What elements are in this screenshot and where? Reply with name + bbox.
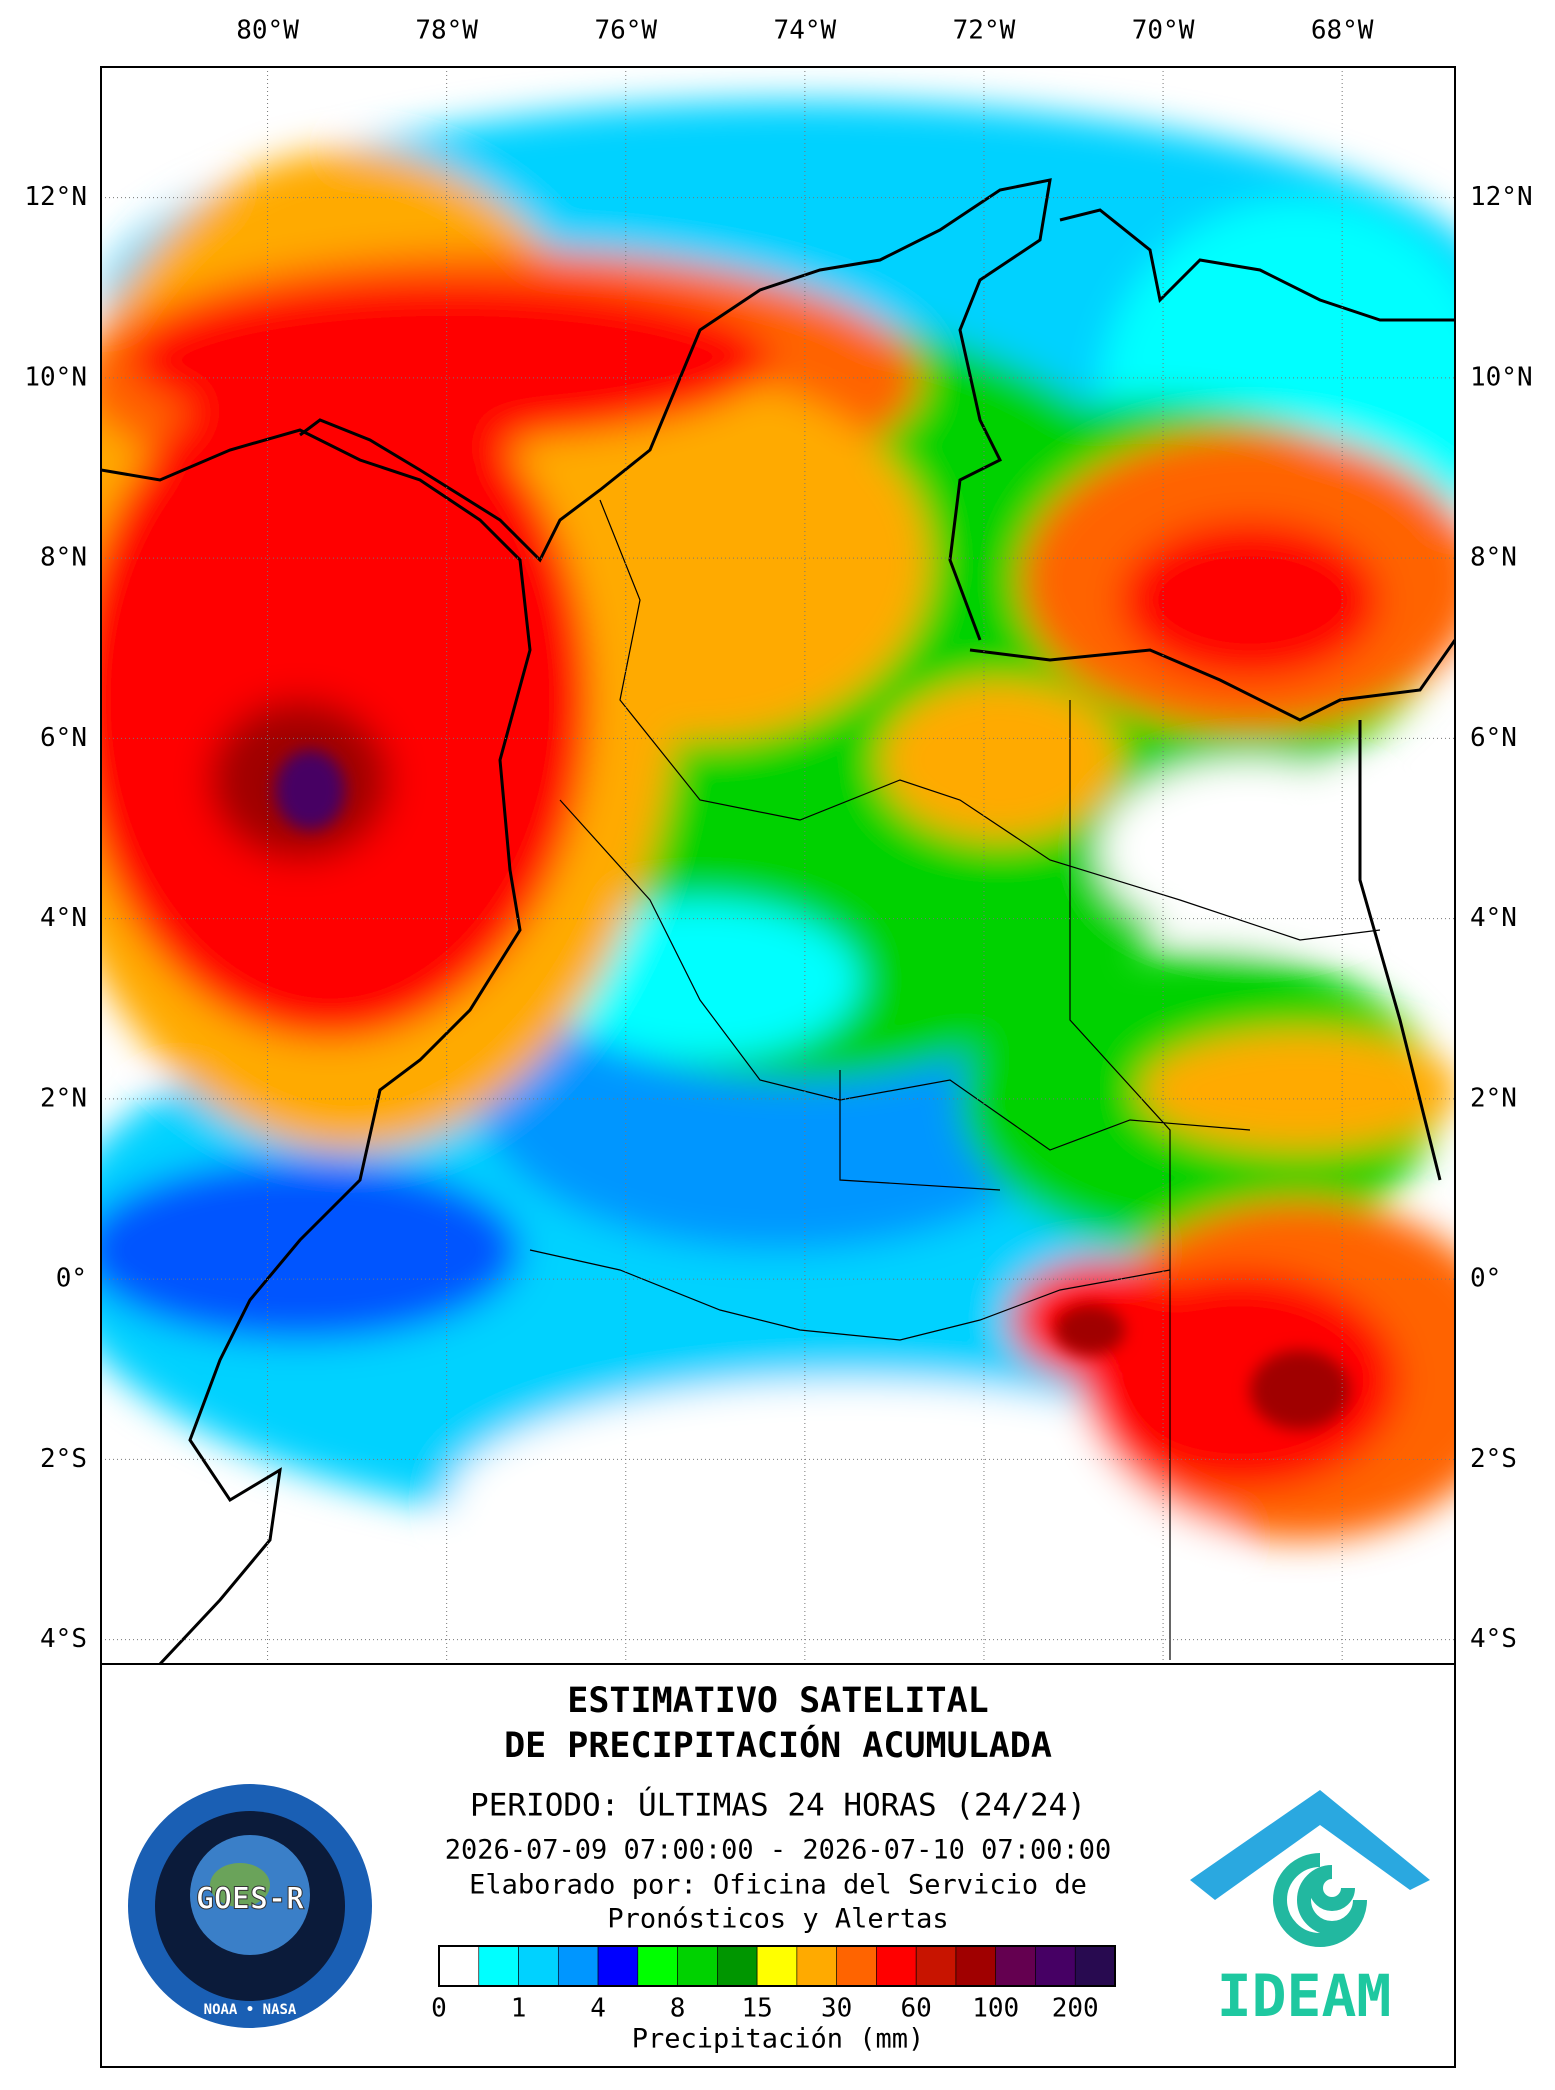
legend-swatch [478, 1945, 519, 1987]
legend-swatch [756, 1945, 798, 1987]
legend-swatch [438, 1945, 480, 1987]
legend-swatch [995, 1945, 1036, 1987]
axis-labels: 80°W 78°W 76°W 74°W 72°W 70°W 68°W 12°N 12°N 10°N… [24, 16, 1532, 1655]
legend-label: 1 [511, 1994, 527, 2024]
lat-tick-label: 0° [56, 1264, 87, 1294]
borders [529, 499, 1381, 1660]
legend-swatch [1035, 1945, 1076, 1987]
legend-swatch [717, 1945, 758, 1987]
legend-label: 8 [670, 1994, 686, 2024]
lat-tick-label: 10°N [24, 362, 87, 392]
lat-tick-label: 10°N [1470, 362, 1533, 392]
legend-swatch [677, 1945, 718, 1987]
legend-swatch [637, 1945, 678, 1987]
goes-agencies: NOAA • NASA [204, 2002, 297, 2018]
lat-tick-label: 2°S [1470, 1444, 1517, 1474]
goes-text: GOES-R [196, 1882, 305, 1917]
legend-swatch [1074, 1945, 1116, 1987]
legend-label: 30 [821, 1994, 852, 2024]
legend-swatch [557, 1945, 599, 1987]
legend-swatch [876, 1945, 917, 1987]
legend-swatch [915, 1945, 957, 1987]
ideam-text: IDEAM [1217, 1962, 1392, 2030]
lat-tick-label: 4°S [40, 1624, 87, 1654]
lon-tick-label: 76°W [594, 16, 657, 46]
lat-tick-label: 2°S [40, 1444, 87, 1474]
lat-tick-label: 8°N [1470, 543, 1517, 573]
lat-tick-label: 12°N [24, 182, 87, 212]
legend-swatch [836, 1945, 877, 1987]
dates: 2026-07-09 07:00:00 - 2026-07-10 07:00:0… [445, 1835, 1111, 1866]
legend-label: 100 [972, 1994, 1019, 2024]
lat-tick-label: 2°N [1470, 1083, 1517, 1113]
legend-label: 15 [741, 1994, 772, 2024]
lon-tick-label: 74°W [774, 16, 837, 46]
lat-tick-label: 2°N [40, 1083, 87, 1113]
legend-swatch [796, 1945, 837, 1987]
lat-tick-label: 6°N [1470, 723, 1517, 753]
lat-tick-label: 4°N [1470, 903, 1517, 933]
lon-tick-label: 78°W [415, 16, 478, 46]
precipitation-field [101, 67, 1455, 1664]
lon-tick-label: 68°W [1311, 16, 1374, 46]
goes-logo: GOES-R NOAA • NASA [128, 1784, 372, 2028]
lat-tick-label: 4°N [40, 903, 87, 933]
lat-tick-label: 4°S [1470, 1624, 1517, 1654]
credit: Pronósticos y Alertas [607, 1904, 948, 1935]
lon-tick-label: 80°W [236, 16, 299, 46]
lat-tick-label: 6°N [40, 723, 87, 753]
coastlines [101, 178, 1455, 1664]
credit: Elaborado por: Oficina del Servicio de [469, 1870, 1087, 1901]
legend-swatch [955, 1945, 997, 1987]
legend-label: 0 [431, 1994, 447, 2024]
legend-swatch [518, 1945, 559, 1987]
lat-tick-label: 12°N [1470, 182, 1533, 212]
lat-tick-label: 8°N [40, 543, 87, 573]
graticule [101, 67, 1455, 1664]
lat-tick-label: 0° [1470, 1264, 1501, 1294]
legend: 0 1 4 8 15 30 60 100 200 [431, 1945, 1116, 2024]
legend-label: 200 [1052, 1994, 1099, 2024]
legend-frame [438, 1945, 1116, 1987]
legend-label: 4 [590, 1994, 606, 2024]
title: ESTIMATIVO SATELITAL [567, 1681, 988, 1721]
legend-title: Precipitación (mm) [632, 2024, 925, 2055]
lon-tick-label: 72°W [953, 16, 1016, 46]
legend-swatch [597, 1945, 639, 1987]
title: DE PRECIPITACIÓN ACUMULADA [504, 1724, 1052, 1766]
legend-label: 60 [901, 1994, 932, 2024]
ideam-logo: IDEAM [1190, 1790, 1430, 2030]
lon-tick-label: 70°W [1132, 16, 1195, 46]
period: PERIODO: ÚLTIMAS 24 HORAS (24/24) [470, 1787, 1086, 1824]
